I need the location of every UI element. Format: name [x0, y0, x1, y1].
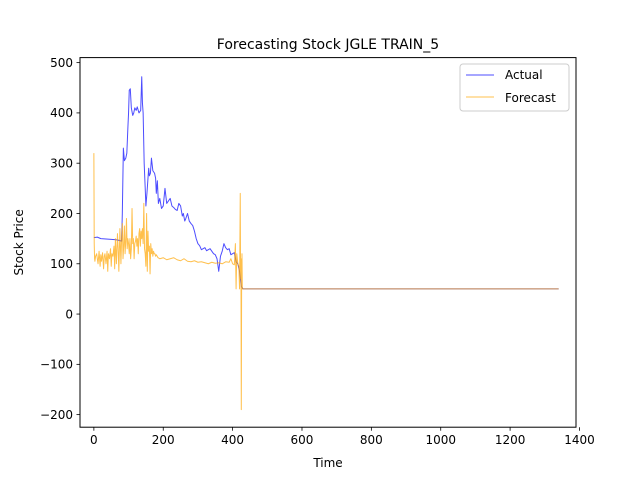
y-tick-label: 0	[65, 307, 73, 321]
x-tick-label: 1200	[495, 433, 526, 447]
x-tick-label: 400	[221, 433, 244, 447]
x-tick-label: 0	[90, 433, 98, 447]
legend-label-actual: Actual	[505, 68, 543, 82]
series-line-forecast	[93, 153, 559, 411]
x-tick-label: 1400	[564, 433, 595, 447]
legend: Actual Forecast	[459, 63, 570, 112]
chart-title: Forecasting Stock JGLE TRAIN_5	[217, 37, 439, 53]
series-line-actual	[93, 76, 559, 290]
y-axis-label: Stock Price	[12, 209, 26, 275]
y-tick-label: 100	[50, 257, 73, 271]
y-tick-label: 400	[50, 106, 73, 120]
x-tick-label: 800	[360, 433, 383, 447]
axes-frame	[79, 57, 577, 428]
x-tick-label: 200	[152, 433, 175, 447]
x-tick-label: 600	[291, 433, 314, 447]
y-tick-label: −100	[40, 358, 73, 372]
x-ticks: 0 200 400 600 800 1000 1200 1400	[90, 427, 595, 447]
legend-box	[459, 63, 570, 112]
legend-label-forecast: Forecast	[505, 91, 556, 105]
x-axis-label: Time	[312, 456, 342, 470]
y-tick-label: 500	[50, 56, 73, 70]
x-tick-label: 1000	[425, 433, 456, 447]
y-tick-label: 200	[50, 207, 73, 221]
y-ticks: −200 −100 0 100 200 300 400 500	[40, 56, 80, 422]
series-layer	[93, 76, 559, 411]
y-tick-label: 300	[50, 157, 73, 171]
y-tick-label: −200	[40, 408, 73, 422]
